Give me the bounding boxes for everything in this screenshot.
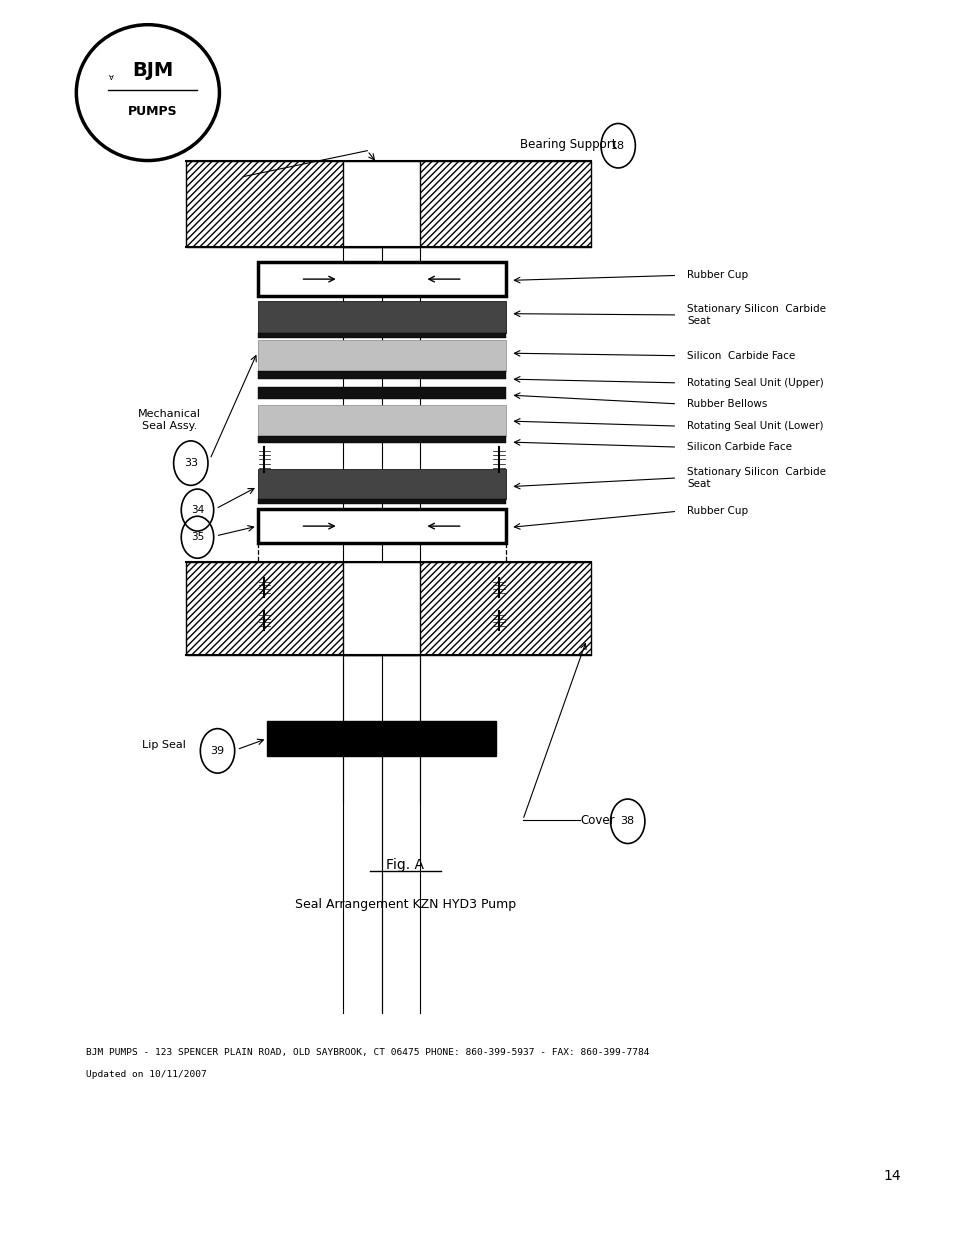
Text: BJM: BJM <box>132 61 173 80</box>
Bar <box>257 405 505 436</box>
Bar <box>186 562 591 655</box>
Text: Silicon Carbide Face: Silicon Carbide Face <box>686 442 791 452</box>
Bar <box>257 509 505 543</box>
Bar <box>343 562 419 655</box>
Text: Lip Seal: Lip Seal <box>142 740 186 750</box>
Bar <box>267 721 496 756</box>
Text: Rotating Seal Unit (Lower): Rotating Seal Unit (Lower) <box>686 421 822 431</box>
Bar <box>257 262 505 296</box>
Text: 34: 34 <box>191 505 204 515</box>
Text: Bearing Support: Bearing Support <box>519 138 616 151</box>
Text: Fig. A: Fig. A <box>386 857 424 872</box>
Text: Seal Arrangement KZN HYD3 Pump: Seal Arrangement KZN HYD3 Pump <box>294 898 516 910</box>
Bar <box>257 436 505 443</box>
Text: 35: 35 <box>191 532 204 542</box>
Bar <box>257 340 505 370</box>
Text: 39: 39 <box>211 746 224 756</box>
Text: Rotating Seal Unit (Upper): Rotating Seal Unit (Upper) <box>686 378 822 388</box>
Bar <box>257 469 505 499</box>
Text: Stationary Silicon  Carbide
Seat: Stationary Silicon Carbide Seat <box>686 304 825 326</box>
Text: Mechanical
Seal Assy.: Mechanical Seal Assy. <box>138 409 201 431</box>
Text: Stationary Silicon  Carbide
Seat: Stationary Silicon Carbide Seat <box>686 467 825 489</box>
Bar <box>257 333 505 338</box>
Bar <box>343 161 419 247</box>
Bar <box>257 301 505 333</box>
Text: 14: 14 <box>882 1168 900 1183</box>
Text: Rubber Bellows: Rubber Bellows <box>686 399 766 409</box>
Text: BJM PUMPS - 123 SPENCER PLAIN ROAD, OLD SAYBROOK, CT 06475 PHONE: 860-399-5937 -: BJM PUMPS - 123 SPENCER PLAIN ROAD, OLD … <box>86 1047 649 1057</box>
Text: Rubber Cup: Rubber Cup <box>686 270 747 280</box>
Bar <box>257 370 505 379</box>
Text: Updated on 10/11/2007: Updated on 10/11/2007 <box>86 1070 207 1079</box>
Text: Rubber Cup: Rubber Cup <box>686 506 747 516</box>
Text: 33: 33 <box>184 458 197 468</box>
Text: 38: 38 <box>620 816 634 826</box>
Text: Silicon  Carbide Face: Silicon Carbide Face <box>686 351 794 361</box>
Text: Cover: Cover <box>579 814 614 826</box>
Bar <box>257 499 505 504</box>
Text: 18: 18 <box>611 141 624 151</box>
Bar <box>186 161 591 247</box>
Text: PUMPS: PUMPS <box>128 105 177 117</box>
Text: Ɐ: Ɐ <box>110 75 113 80</box>
Bar <box>257 387 505 399</box>
